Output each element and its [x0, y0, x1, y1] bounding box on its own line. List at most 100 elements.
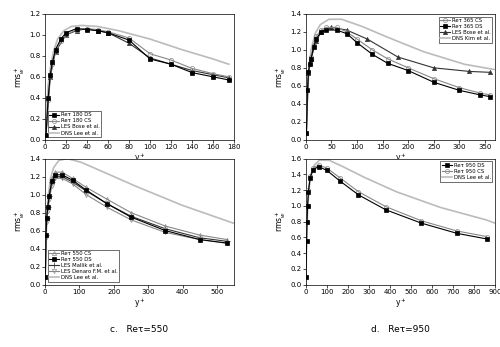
LES Bose et al. — [313, 39, 319, 43]
Reτ 180 CS — [105, 29, 111, 34]
DNS Lee et al. — [362, 176, 368, 180]
Reτ 550 DS — [45, 205, 51, 209]
Line: Reτ 365 DS: Reτ 365 DS — [304, 28, 492, 135]
Reτ 950 CS — [303, 274, 309, 279]
Reτ 365 CS — [313, 34, 319, 39]
Reτ 365 DS — [306, 70, 312, 74]
Reτ 180 CS — [168, 58, 174, 62]
DNS Lee et al. — [43, 236, 49, 240]
LES Denaro F.M. et al. — [46, 198, 52, 202]
Reτ 180 DS — [210, 75, 216, 79]
LES Mallik et al. — [128, 214, 134, 218]
Reτ 180 CS — [84, 26, 90, 31]
LES Denaro F.M. et al. — [84, 193, 89, 197]
LES Denaro F.M. et al. — [44, 220, 50, 224]
DNS Lee et al. — [46, 193, 52, 197]
Reτ 550 DS — [59, 173, 65, 177]
DNS Lee et al. — [226, 62, 232, 66]
Reτ 550 DS — [224, 241, 230, 245]
LES Bose et al. — [344, 28, 350, 32]
Line: Reτ 950 DS: Reτ 950 DS — [304, 164, 488, 279]
Reτ 365 CS — [304, 130, 310, 135]
Reτ 365 DS — [370, 52, 376, 57]
Reτ 550 CS — [196, 233, 202, 237]
DNS Lee et al. — [180, 203, 186, 208]
Reτ 550 DS — [49, 179, 55, 183]
DNS Lee et al. — [326, 158, 332, 162]
Reτ 550 CS — [224, 237, 230, 242]
DNS Lee et al. — [312, 163, 318, 167]
Line: Reτ 180 DS: Reτ 180 DS — [44, 26, 231, 137]
DNS Kim et al. — [304, 91, 310, 95]
DNS Kim et al. — [462, 62, 468, 66]
DNS Lee et al. — [64, 156, 70, 161]
DNS Kim et al. — [420, 50, 426, 54]
DNS Kim et al. — [308, 48, 314, 52]
Reτ 550 CS — [59, 170, 65, 174]
LES Bose et al. — [168, 62, 174, 66]
Reτ 950 CS — [383, 205, 389, 209]
Line: DNS Lee et al.: DNS Lee et al. — [45, 159, 234, 285]
Reτ 365 CS — [476, 91, 482, 95]
Reτ 950 CS — [336, 176, 342, 180]
DNS Lee et al. — [132, 184, 138, 188]
LES Denaro F.M. et al. — [104, 205, 110, 209]
Reτ 950 CS — [324, 166, 330, 170]
Reτ 180 CS — [74, 27, 80, 32]
Reτ 950 DS — [324, 168, 330, 172]
DNS Lee et al. — [305, 201, 311, 205]
Reτ 550 DS — [196, 237, 202, 242]
Reτ 950 DS — [316, 164, 322, 169]
Line: Reτ 550 DS: Reτ 550 DS — [44, 173, 230, 279]
Reτ 365 DS — [318, 30, 324, 34]
LES Bose et al. — [364, 37, 370, 41]
DNS Lee et al. — [340, 164, 345, 169]
DNS Kim et al. — [384, 35, 390, 39]
Reτ 365 CS — [304, 88, 310, 92]
LES Bose et al. — [430, 66, 436, 70]
Reτ 365 DS — [405, 68, 411, 73]
LES Bose et al. — [94, 28, 100, 33]
LES Bose et al. — [395, 55, 401, 59]
DNS Kim et al. — [312, 32, 318, 36]
LES Mallik et al. — [70, 180, 75, 184]
Reτ 180 CS — [48, 75, 54, 79]
LES Denaro F.M. et al. — [43, 236, 49, 240]
Reτ 365 CS — [308, 55, 314, 59]
LES Mallik et al. — [224, 239, 230, 244]
Reτ 365 DS — [324, 28, 330, 32]
Reτ 180 CS — [226, 75, 232, 79]
Line: Reτ 365 CS: Reτ 365 CS — [304, 25, 492, 135]
LES Bose et al. — [48, 75, 54, 79]
Reτ 365 DS — [430, 80, 436, 84]
X-axis label: y$^+$: y$^+$ — [394, 151, 406, 165]
LES Mallik et al. — [196, 236, 202, 240]
LES Bose et al. — [74, 28, 80, 33]
Reτ 180 DS — [52, 48, 59, 52]
X-axis label: y$^+$: y$^+$ — [134, 151, 145, 165]
Reτ 365 CS — [430, 77, 436, 81]
Reτ 550 DS — [104, 202, 110, 206]
Reτ 950 CS — [356, 189, 362, 194]
DNS Lee et al. — [394, 189, 400, 194]
Reτ 365 DS — [313, 37, 319, 41]
Reτ 180 CS — [189, 66, 195, 70]
Line: DNS Lee et al.: DNS Lee et al. — [45, 25, 229, 140]
DNS Lee et al. — [54, 37, 60, 41]
Reτ 950 DS — [306, 189, 312, 194]
DNS Lee et al. — [231, 221, 237, 226]
LES Mallik et al. — [59, 175, 65, 179]
Reτ 180 CS — [63, 33, 69, 37]
Reτ 180 CS — [94, 27, 100, 32]
LES Denaro F.M. et al. — [70, 182, 75, 186]
Reτ 365 DS — [384, 61, 390, 66]
LES Denaro F.M. et al. — [52, 176, 59, 180]
Reτ 550 CS — [43, 233, 49, 237]
DNS Lee et al. — [61, 28, 67, 33]
Reτ 365 CS — [306, 70, 312, 74]
Line: Reτ 180 CS: Reτ 180 CS — [44, 26, 231, 137]
DNS Lee et al. — [50, 166, 56, 170]
Reτ 550 CS — [104, 197, 110, 201]
LES Bose et al. — [147, 56, 153, 60]
DNS Lee et al. — [44, 212, 50, 217]
